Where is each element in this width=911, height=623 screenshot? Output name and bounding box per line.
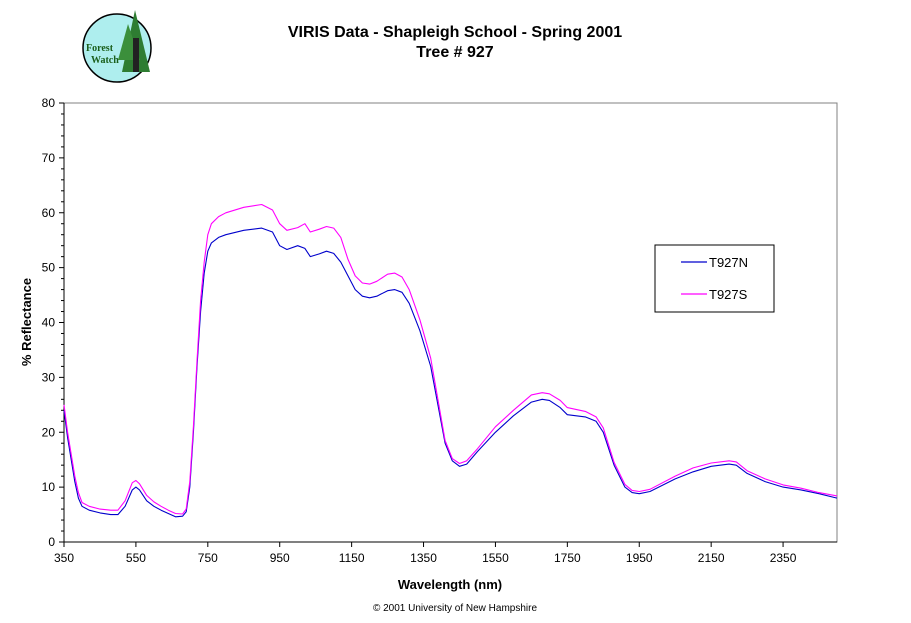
forest-watch-logo: Forest Watch bbox=[82, 10, 152, 83]
x-tick-label: 1950 bbox=[626, 551, 653, 565]
legend-box bbox=[654, 244, 775, 313]
axes: 0 10 20 30 40 50 60 70 80 350 550 750 950 1150 1350 155… bbox=[42, 96, 837, 565]
y-tick-label: 10 bbox=[42, 480, 56, 494]
y-tick-label: 0 bbox=[48, 535, 55, 549]
plot-area bbox=[63, 102, 838, 543]
x-tick-label: 550 bbox=[126, 551, 146, 565]
logo-text-line1: Forest bbox=[86, 43, 114, 54]
y-axis-title: % Reflectance bbox=[19, 278, 34, 366]
x-tick-label: 950 bbox=[270, 551, 290, 565]
chart-subtitle: Tree # 927 bbox=[416, 44, 494, 61]
y-tick-label: 80 bbox=[42, 96, 56, 110]
x-tick-label: 1750 bbox=[554, 551, 581, 565]
x-tick-label: 1350 bbox=[410, 551, 437, 565]
y-tick-label: 20 bbox=[42, 425, 56, 439]
legend: T927N T927S bbox=[654, 244, 775, 313]
x-tick-label: 750 bbox=[198, 551, 218, 565]
y-tick-label: 70 bbox=[42, 151, 56, 165]
x-tick-label: 2350 bbox=[770, 551, 797, 565]
x-tick-label: 1550 bbox=[482, 551, 509, 565]
x-axis-title: Wavelength (nm) bbox=[398, 577, 502, 592]
y-tick-label: 40 bbox=[42, 316, 56, 330]
legend-label-t927n: T927N bbox=[709, 255, 748, 270]
y-tick-label: 60 bbox=[42, 206, 56, 220]
y-tick-label: 50 bbox=[42, 261, 56, 275]
x-tick-label: 1150 bbox=[339, 551, 365, 565]
x-tick-label: 350 bbox=[54, 551, 74, 565]
logo-text-line2: Watch bbox=[91, 55, 119, 66]
series-line-t927s bbox=[63, 203, 838, 515]
series-layer bbox=[63, 203, 838, 518]
chart-title: VIRIS Data - Shapleigh School - Spring 2… bbox=[288, 24, 622, 41]
legend-label-t927s: T927S bbox=[709, 287, 748, 302]
series-line-t927n bbox=[63, 227, 838, 518]
copyright-text: © 2001 University of New Hampshire bbox=[373, 603, 538, 614]
x-tick-label: 2150 bbox=[698, 551, 725, 565]
y-tick-label: 30 bbox=[42, 370, 56, 384]
